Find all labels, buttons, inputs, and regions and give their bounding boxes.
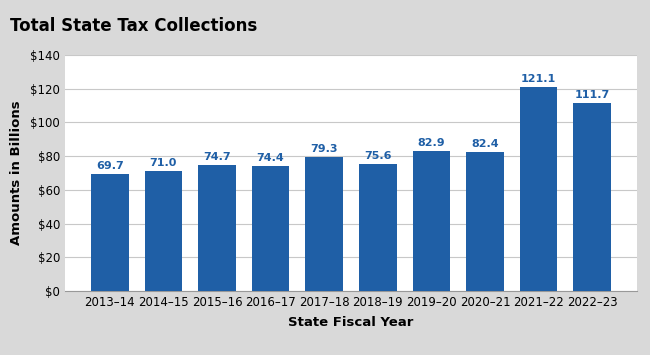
Text: 74.7: 74.7 [203, 152, 231, 162]
Bar [359, 164, 396, 291]
X-axis label: State Fiscal Year: State Fiscal Year [289, 316, 413, 329]
Bar [413, 151, 450, 291]
Bar [144, 171, 182, 291]
Text: 71.0: 71.0 [150, 158, 177, 168]
Text: 74.4: 74.4 [257, 153, 285, 163]
Bar [91, 174, 129, 291]
Text: 82.9: 82.9 [417, 138, 445, 148]
Text: 69.7: 69.7 [96, 160, 124, 170]
Bar [306, 157, 343, 291]
Y-axis label: Amounts in Billions: Amounts in Billions [10, 101, 23, 245]
Bar [252, 166, 289, 291]
Text: 121.1: 121.1 [521, 74, 556, 84]
Bar [466, 152, 504, 291]
Text: 82.4: 82.4 [471, 139, 499, 149]
Text: 75.6: 75.6 [364, 151, 391, 160]
Bar [520, 87, 558, 291]
Text: 111.7: 111.7 [575, 90, 610, 100]
Text: Total State Tax Collections: Total State Tax Collections [10, 17, 257, 36]
Bar [573, 103, 611, 291]
Text: 79.3: 79.3 [311, 144, 338, 154]
Bar [198, 165, 236, 291]
